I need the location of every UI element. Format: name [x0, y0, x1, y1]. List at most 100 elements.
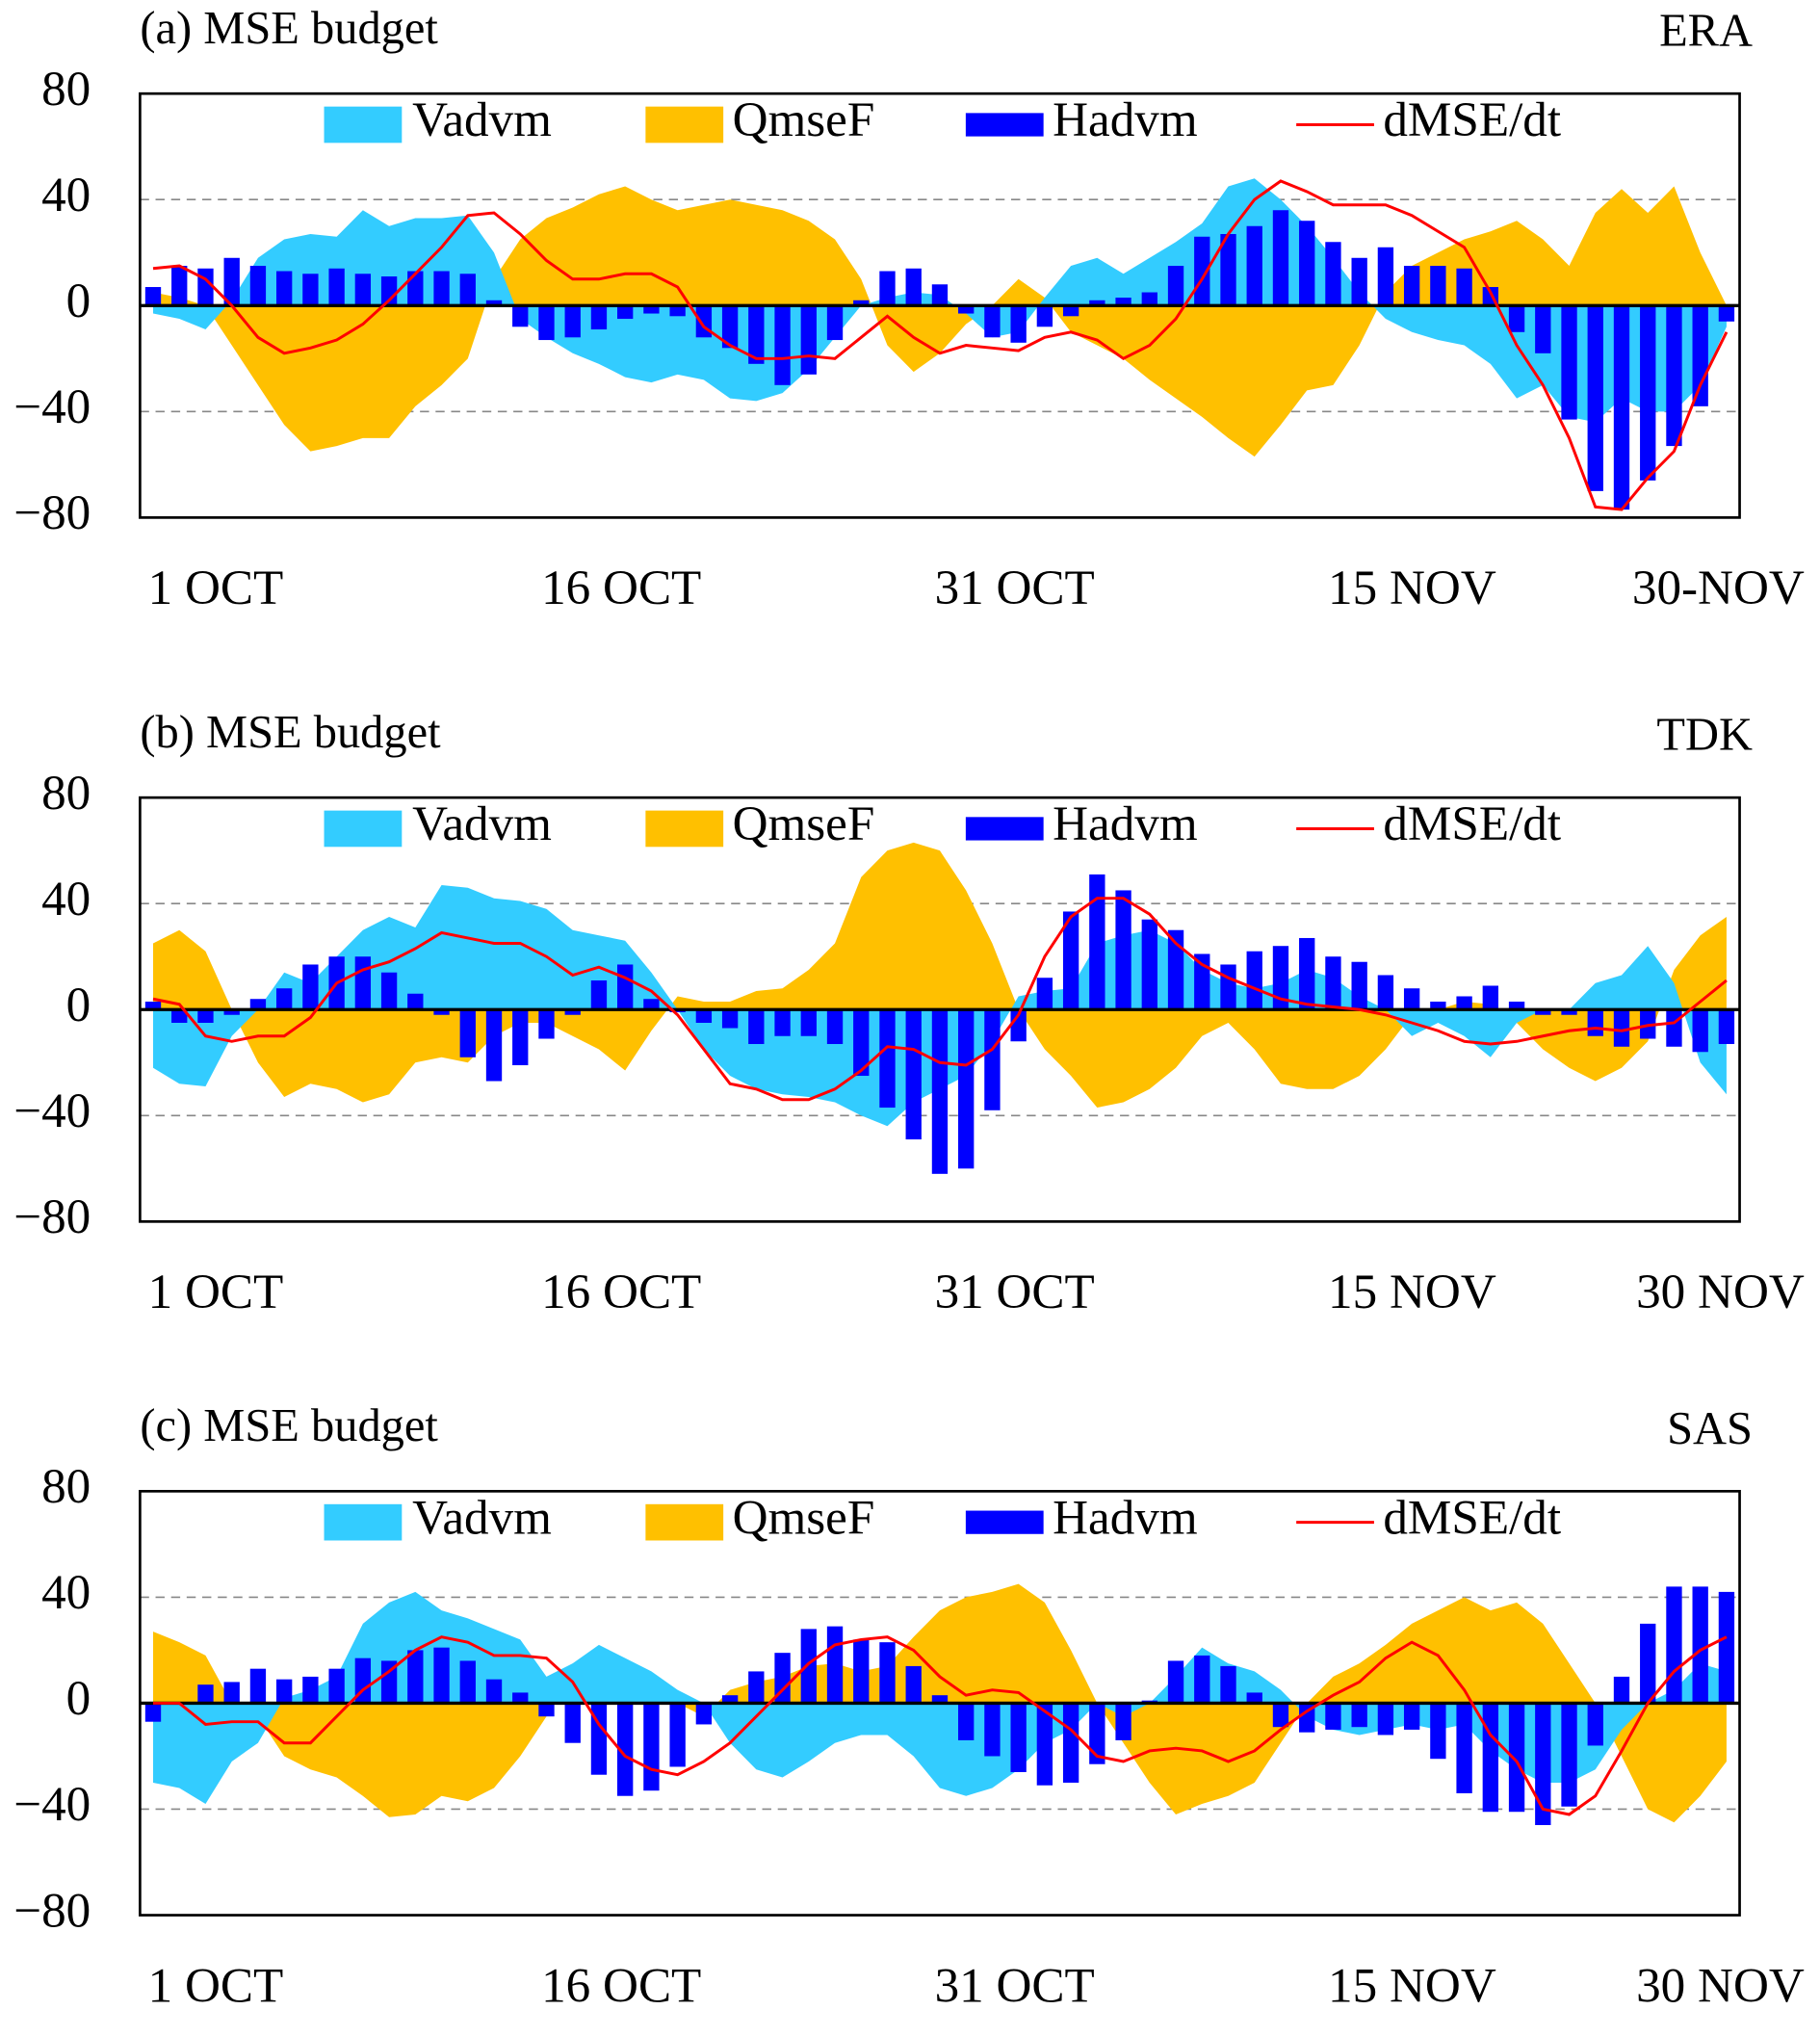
- bar: [643, 999, 660, 1010]
- bar: [695, 305, 713, 338]
- x-tick-label: 15 NOV: [1328, 1958, 1496, 2013]
- legend-label: QmseF: [733, 92, 875, 147]
- x-tick-label: 16 OCT: [541, 1958, 701, 2013]
- bar: [590, 979, 608, 1010]
- bar: [1482, 985, 1499, 1010]
- y-tick-label: −40: [13, 1083, 91, 1138]
- bar: [748, 1009, 765, 1045]
- bar: [407, 1650, 424, 1704]
- legend-swatch: [645, 1503, 724, 1541]
- bar: [538, 1703, 555, 1717]
- y-tick-label: 0: [66, 978, 91, 1032]
- legend-label: Hadvm: [1053, 1490, 1198, 1545]
- bar: [1535, 1009, 1551, 1015]
- line: [152, 897, 1728, 1102]
- x-tick-label: 15 NOV: [1328, 561, 1496, 615]
- bar: [774, 1653, 791, 1704]
- bar: [721, 305, 739, 349]
- bar: [1062, 305, 1079, 317]
- panel-title: (c) MSE budget: [140, 1400, 438, 1451]
- bar: [249, 266, 267, 306]
- bar: [1272, 210, 1289, 306]
- bar: [564, 305, 581, 338]
- bar: [931, 1695, 949, 1704]
- bar: [302, 1676, 319, 1704]
- bar: [433, 1009, 450, 1015]
- bar: [1508, 305, 1525, 332]
- x-tick-label: 1 OCT: [148, 561, 284, 615]
- bar: [1613, 1009, 1630, 1047]
- bar: [1167, 929, 1184, 1010]
- panel-title: (a) MSE budget: [140, 3, 438, 54]
- bar: [197, 1684, 214, 1704]
- x-tick-label: 1 OCT: [148, 1958, 284, 2013]
- bar: [958, 1703, 975, 1740]
- bar: [617, 305, 634, 320]
- panel: (a) MSE budget ERA −80 −40 0 40 80 1 OCT 16 OCT 3…: [13, 3, 1805, 615]
- bar: [171, 1009, 188, 1024]
- bar: [1089, 1703, 1105, 1764]
- area: [153, 884, 1727, 1127]
- y-tick-label: −80: [13, 1883, 91, 1938]
- legend-label: Hadvm: [1053, 796, 1198, 851]
- bar: [800, 305, 817, 375]
- line: [152, 179, 1729, 511]
- bar: [774, 305, 791, 385]
- bar: [1456, 1703, 1472, 1793]
- bar: [1456, 268, 1472, 306]
- x-tick-label: 31 OCT: [935, 561, 1095, 615]
- bar: [1194, 953, 1210, 1010]
- bar: [1377, 247, 1394, 306]
- bar: [1036, 1703, 1053, 1786]
- bar: [721, 1009, 739, 1029]
- bar: [984, 1703, 1001, 1757]
- bar: [1010, 305, 1027, 343]
- x-tick-label: 1 OCT: [148, 1265, 284, 1319]
- bar: [748, 1671, 765, 1704]
- bar: [905, 1009, 922, 1140]
- bar: [407, 993, 424, 1010]
- legend-label: Vadvm: [412, 796, 552, 851]
- bar: [485, 1009, 503, 1082]
- bar: [1692, 1586, 1708, 1704]
- bar: [459, 1009, 476, 1057]
- bar: [1299, 937, 1315, 1010]
- bar: [853, 1009, 870, 1077]
- bar: [1167, 1660, 1184, 1704]
- bar: [826, 1626, 844, 1704]
- bar: [1430, 1703, 1446, 1760]
- bar: [538, 305, 555, 341]
- x-tick-label: 30 NOV: [1636, 1958, 1805, 2013]
- bar: [433, 1647, 450, 1704]
- y-tick-label: 80: [41, 766, 91, 821]
- bar: [1062, 1703, 1079, 1783]
- bar: [1430, 1001, 1446, 1010]
- bar: [275, 1679, 293, 1704]
- legend-label: dMSE/dt: [1383, 796, 1561, 851]
- legend-label: Vadvm: [412, 92, 552, 147]
- bar: [826, 1009, 844, 1045]
- bar: [748, 305, 765, 364]
- bar: [1613, 305, 1630, 510]
- y-tick-label: 40: [41, 168, 91, 222]
- bar: [879, 271, 896, 306]
- bar: [1403, 266, 1420, 306]
- bar: [1325, 956, 1341, 1010]
- bar: [1062, 911, 1079, 1010]
- legend-label: QmseF: [733, 796, 875, 851]
- bar: [249, 1668, 267, 1704]
- y-tick-label: 0: [66, 274, 91, 328]
- x-tick-label: 30-NOV: [1632, 561, 1805, 615]
- bar: [485, 1679, 503, 1704]
- bar: [328, 268, 345, 306]
- bar: [171, 266, 188, 306]
- bar: [931, 1009, 949, 1174]
- bar: [590, 305, 608, 330]
- bar: [1141, 292, 1157, 306]
- bar: [879, 1009, 896, 1109]
- bar: [853, 300, 870, 306]
- bar: [459, 274, 476, 306]
- x-tick-label: 31 OCT: [935, 1265, 1095, 1319]
- bar: [1535, 1703, 1551, 1825]
